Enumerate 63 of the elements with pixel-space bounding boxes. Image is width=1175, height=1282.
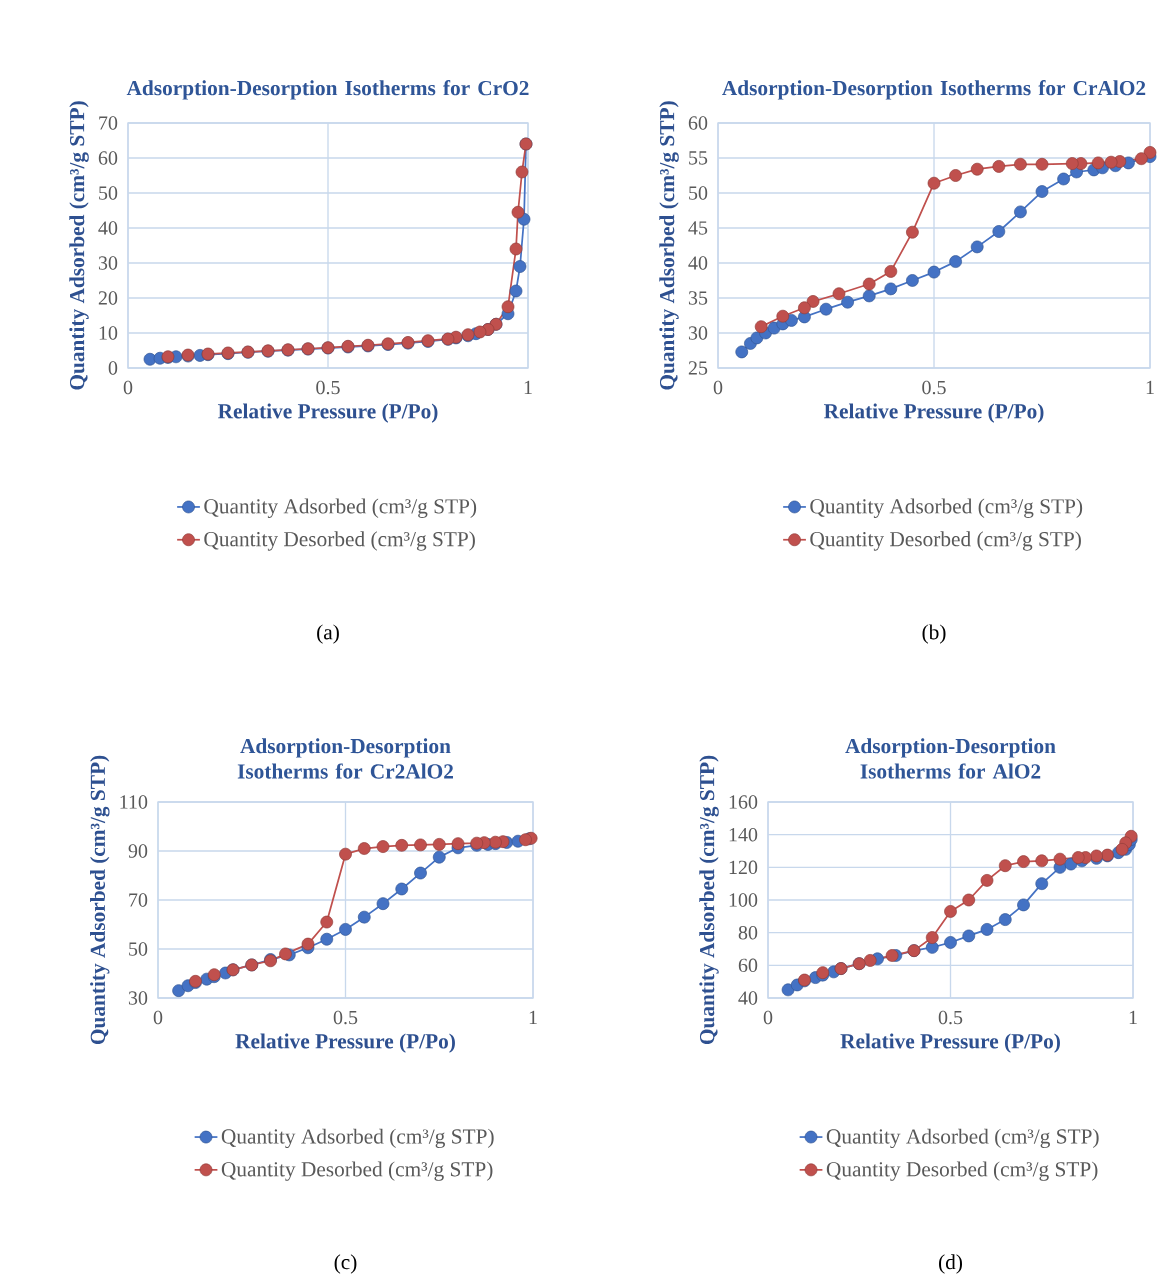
legend-label: Quantity Adsorbed (cm³/g STP) <box>826 1128 1099 1149</box>
y-tick-label: 30 <box>688 326 708 340</box>
x-tick-label: 0.5 <box>333 1010 358 1025</box>
legend-label: Quantity Adsorbed (cm³/g STP) <box>221 1128 494 1149</box>
y-tick-label: 90 <box>128 844 148 858</box>
x-tick-label: 1 <box>1129 1010 1137 1024</box>
y-tick-label: 120 <box>729 860 758 875</box>
x-axis-title: Relative Pressure (P/Po) <box>217 403 438 423</box>
x-axis-title: Relative Pressure (P/Po) <box>823 403 1044 423</box>
x-tick-label: 0.5 <box>938 1010 963 1025</box>
text: (d) <box>939 1254 963 1274</box>
legend-label: Quantity Desorbed (cm³/g STP) <box>826 1161 1098 1181</box>
text: (c) <box>334 1254 357 1274</box>
x-tick-label: 0.5 <box>922 380 946 395</box>
y-tick-label: 50 <box>99 186 118 200</box>
y-tick-label: 40 <box>688 256 708 270</box>
y-tick-label: 50 <box>129 942 148 956</box>
legend-label: Quantity Adsorbed (cm³/g STP) <box>810 498 1083 518</box>
y-tick-label: 50 <box>689 186 708 200</box>
legend-label: Quantity Desorbed (cm³/g STP) <box>204 531 475 551</box>
chart-title: Adsorption-Desorption Isotherms for Cr2AlO2 <box>237 738 453 779</box>
y-axis-title: Quantity Adsorbed (cm³/g STP) <box>69 101 89 390</box>
y-tick-label: 0 <box>108 361 118 375</box>
y-tick-label: 60 <box>738 958 758 973</box>
y-tick-label: 20 <box>98 291 118 305</box>
y-tick-label: 100 <box>729 893 758 907</box>
y-tick-label: 30 <box>98 256 118 270</box>
y-tick-label: 35 <box>688 291 708 305</box>
y-axis-title: Quantity Adsorbed (cm³/g STP) <box>699 755 719 1045</box>
x-tick-label: 1 <box>529 1010 537 1024</box>
y-tick-label: 45 <box>688 221 708 235</box>
x-axis-title: Relative Pressure (P/Po) <box>235 1033 455 1053</box>
chart-title: Adsorption-Desorption Isotherms for CrAlO2 <box>722 80 1146 100</box>
y-tick-label: 60 <box>688 116 708 130</box>
legend-label: Quantity Desorbed (cm³/g STP) <box>810 531 1081 551</box>
y-tick-label: 110 <box>120 795 148 809</box>
x-tick-label: 1 <box>1146 380 1154 394</box>
y-tick-label: 40 <box>98 221 118 235</box>
x-tick-label: 0 <box>763 1010 773 1025</box>
y-tick-label: 25 <box>688 361 708 375</box>
x-tick-label: 0.5 <box>316 380 340 395</box>
y-tick-label: 70 <box>129 893 148 907</box>
y-axis-title: Quantity Adsorbed (cm³/g STP) <box>90 755 110 1045</box>
y-tick-label: 10 <box>99 326 118 340</box>
x-tick-label: 0 <box>153 1010 163 1025</box>
legend-label: Quantity Desorbed (cm³/g STP) <box>221 1161 493 1181</box>
text: (b) <box>922 624 946 644</box>
chart-title: Adsorption-Desorption Isotherms for CrO2 <box>126 80 529 100</box>
y-tick-label: 30 <box>128 991 148 1005</box>
x-tick-label: 0 <box>713 380 723 395</box>
y-tick-label: 55 <box>689 151 708 165</box>
y-tick-label: 70 <box>99 116 118 130</box>
y-tick-label: 140 <box>729 827 758 842</box>
y-tick-label: 40 <box>738 991 758 1005</box>
y-tick-label: 160 <box>729 795 758 809</box>
y-tick-label: 80 <box>738 925 758 940</box>
y-tick-label: 60 <box>98 151 118 165</box>
x-tick-label: 1 <box>524 380 532 394</box>
chart-title: Adsorption-Desorption Isotherms for AlO2 <box>845 738 1056 779</box>
y-axis-title: Quantity Adsorbed (cm³/g STP) <box>659 101 679 390</box>
legend-label: Quantity Adsorbed (cm³/g STP) <box>204 498 477 518</box>
text: (a) <box>317 624 339 644</box>
x-axis-title: Relative Pressure (P/Po) <box>840 1033 1060 1053</box>
